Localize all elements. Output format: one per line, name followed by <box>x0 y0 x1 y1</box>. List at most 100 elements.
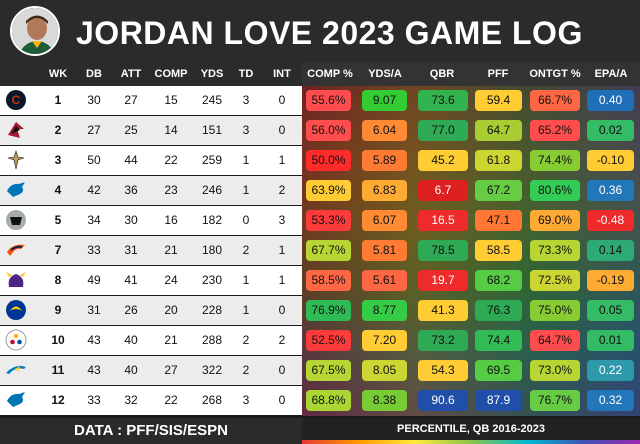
cell-pff: 58.5 <box>475 240 522 261</box>
cell-qbr: 54.3 <box>418 360 468 381</box>
cell-db: 33 <box>87 393 101 407</box>
column-header: DB <box>86 68 102 80</box>
table-row: 7 33 31 21 180 2 1 67.7% 5.81 78.5 58.5 73.3% 0.14 <box>0 236 640 265</box>
cell-td: 0 <box>242 213 250 227</box>
table-row: 10 43 40 21 288 2 2 52.5% 7.20 73.2 74.4 64.7% 0.01 <box>0 326 640 355</box>
column-header: INT <box>273 68 291 80</box>
cell-comp: 16 <box>164 213 178 227</box>
cell-int: 0 <box>278 303 286 317</box>
cell-qbr: 73.6 <box>418 90 468 111</box>
cell-epa: 0.40 <box>587 90 634 111</box>
cell-comp: 22 <box>164 153 178 167</box>
row-background <box>0 326 302 355</box>
cell-comp_pct: 67.7% <box>306 240 351 261</box>
cell-epa: 0.32 <box>587 390 634 411</box>
cell-yds: 230 <box>201 273 223 287</box>
cell-yds: 288 <box>201 333 223 347</box>
cell-att: 27 <box>124 93 138 107</box>
cell-ontgt: 64.7% <box>530 330 580 351</box>
cell-att: 40 <box>124 333 138 347</box>
cell-int: 0 <box>278 363 286 377</box>
cell-comp_pct: 68.8% <box>306 390 351 411</box>
cell-epa: 0.05 <box>587 300 634 321</box>
falcons-logo-icon <box>5 119 27 141</box>
cell-pff: 67.2 <box>475 180 522 201</box>
cell-ontgt: 75.0% <box>530 300 580 321</box>
cell-db: 43 <box>87 333 101 347</box>
percentile-background <box>302 86 640 416</box>
cell-ontgt: 69.0% <box>530 210 580 231</box>
row-background <box>0 206 302 235</box>
vikings-logo-icon <box>5 269 27 291</box>
cell-int: 0 <box>278 123 286 137</box>
column-header: COMP % <box>307 68 353 80</box>
steelers-logo-icon <box>5 329 27 351</box>
cell-int: 0 <box>278 393 286 407</box>
raiders-logo-icon <box>5 209 27 231</box>
cell-pff: 68.2 <box>475 270 522 291</box>
cell-comp_pct: 63.9% <box>306 180 351 201</box>
row-background <box>0 146 302 175</box>
cell-td: 2 <box>242 333 250 347</box>
cell-qbr: 73.2 <box>418 330 468 351</box>
cell-comp: 24 <box>164 273 178 287</box>
table-row: 5 34 30 16 182 0 3 53.3% 6.07 16.5 47.1 69.0% -0.48 <box>0 206 640 235</box>
data-source: DATA : PFF/SIS/ESPN <box>0 418 302 444</box>
cell-epa: 0.01 <box>587 330 634 351</box>
cell-td: 3 <box>242 123 250 137</box>
cell-td: 1 <box>242 273 250 287</box>
table-row: 2 27 25 14 151 3 0 56.0% 6.04 77.0 64.7 65.2% 0.02 <box>0 116 640 145</box>
cell-comp: 27 <box>164 363 178 377</box>
cell-wk: 11 <box>51 363 65 377</box>
cell-att: 40 <box>124 363 138 377</box>
cell-wk: 4 <box>54 183 62 197</box>
cell-db: 50 <box>87 153 101 167</box>
row-background <box>0 296 302 325</box>
cell-wk: 1 <box>54 93 62 107</box>
cell-comp: 22 <box>164 393 178 407</box>
cell-int: 0 <box>278 93 286 107</box>
rams-logo-icon <box>5 299 27 321</box>
row-background <box>0 116 302 145</box>
cell-td: 2 <box>242 243 250 257</box>
cell-att: 41 <box>124 273 138 287</box>
cell-qbr: 41.3 <box>418 300 468 321</box>
cell-yds: 259 <box>201 153 223 167</box>
row-background <box>0 86 302 115</box>
lions-logo-icon <box>5 179 27 201</box>
column-header: QBR <box>429 68 455 80</box>
column-header: ONTGT % <box>529 68 581 80</box>
row-background <box>0 176 302 205</box>
cell-epa: -0.48 <box>587 210 634 231</box>
percentile-legend: PERCENTILE, QB 2016-2023 <box>302 418 640 444</box>
cell-qbr: 78.5 <box>418 240 468 261</box>
cell-epa: 0.22 <box>587 360 634 381</box>
row-background <box>0 266 302 295</box>
cell-comp_pct: 76.9% <box>306 300 351 321</box>
percentile-gradient-bar <box>302 440 640 444</box>
cell-qbr: 90.6 <box>418 390 468 411</box>
cell-pff: 87.9 <box>475 390 522 411</box>
cell-yds: 246 <box>201 183 223 197</box>
cell-comp: 21 <box>164 243 178 257</box>
cell-att: 30 <box>124 213 138 227</box>
cell-comp_pct: 55.6% <box>306 90 351 111</box>
player-headshot-icon <box>10 6 60 56</box>
cell-db: 30 <box>87 93 101 107</box>
cell-wk: 5 <box>54 213 62 227</box>
table-row: C 1 30 27 15 245 3 0 55.6% 9.07 73.6 59.4 66.7% 0.40 <box>0 86 640 115</box>
cell-db: 42 <box>87 183 101 197</box>
cell-qbr: 77.0 <box>418 120 468 141</box>
cell-epa: 0.02 <box>587 120 634 141</box>
cell-db: 31 <box>87 303 101 317</box>
column-header: COMP <box>154 68 188 80</box>
cell-wk: 10 <box>51 333 65 347</box>
cell-ontgt: 76.7% <box>530 390 580 411</box>
cell-comp_pct: 53.3% <box>306 210 351 231</box>
cell-yds_a: 6.04 <box>362 120 407 141</box>
cell-db: 27 <box>87 123 101 137</box>
cell-int: 1 <box>278 273 286 287</box>
percentile-background-tint <box>302 86 640 416</box>
cell-qbr: 45.2 <box>418 150 468 171</box>
row-background <box>0 236 302 265</box>
